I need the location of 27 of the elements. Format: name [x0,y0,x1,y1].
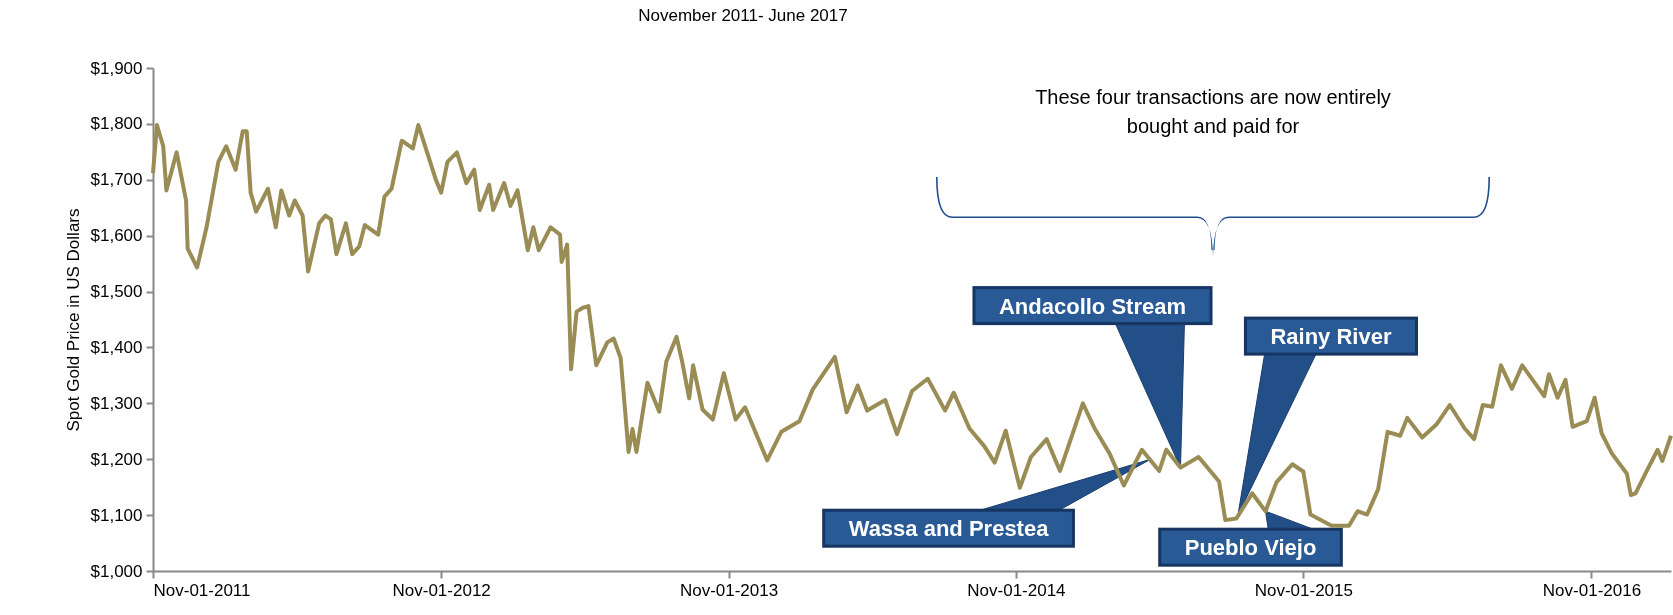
x-tick-label: Nov-01-2012 [392,580,491,600]
annotation: Andacollo Stream [998,293,1187,319]
y-tick-label: $1,900 [90,58,143,78]
x-tick-label: Nov-01-2015 [1254,580,1353,600]
y-tick-label: $1,600 [90,226,143,246]
chart-title: November 2011- June 2017 [638,6,848,25]
x-tick-label: Nov-01-2016 [1542,580,1642,600]
y-tick-label: $1,800 [90,114,143,134]
annotation: Pueblo Viejo [1184,535,1317,561]
y-tick-label: $1,700 [90,170,143,190]
callout: Rainy River [1237,316,1418,516]
y-tick-label: $1,100 [90,505,143,525]
annotation: Rainy River [1270,324,1392,350]
y-tick-label: $1,000 [90,561,143,581]
annotation: These four transactions are now entirely bought and paid for [1035,86,1391,137]
y-tick-label: $1,200 [90,449,143,469]
x-tick-label: Nov-01-2011 [153,580,251,600]
annotation: Wassa and Prestea [848,516,1050,542]
callout: Wassa and Prestea [822,458,1152,548]
y-tick-label: $1,400 [90,337,143,357]
callout: Pueblo Viejo [1158,510,1343,567]
x-tick-label: Nov-01-2014 [967,580,1066,600]
callout: Andacollo Stream [972,286,1213,469]
x-tick-label: Nov-01-2013 [679,580,779,600]
y-tick-label: $1,300 [90,393,143,413]
y-axis-title: Spot Gold Price in US Dollars [63,208,83,432]
y-tick-label: $1,500 [90,282,143,302]
